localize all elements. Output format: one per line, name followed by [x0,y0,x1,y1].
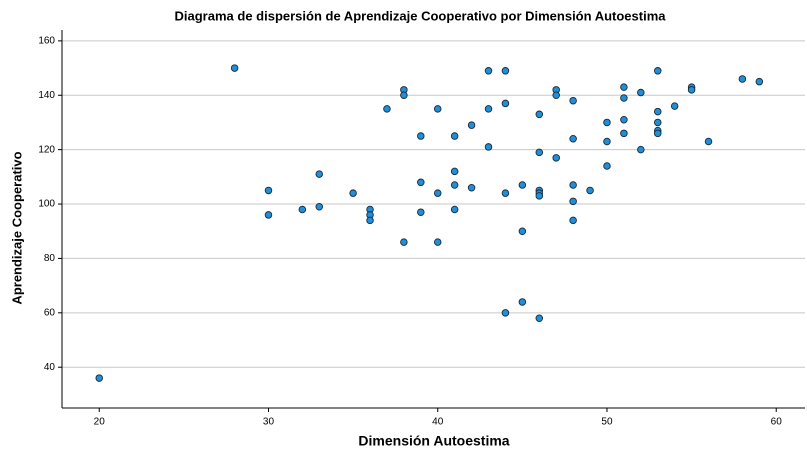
x-tick-label: 50 [601,417,613,428]
point [552,91,560,100]
point [603,137,611,146]
y-tick-label: 140 [38,90,55,101]
point [654,67,662,75]
point [569,181,577,189]
y-tick-label: 60 [44,307,56,318]
point [315,170,324,178]
point [501,189,510,197]
point [535,148,544,157]
point [349,189,357,197]
y-tick-label: 80 [44,253,56,264]
point [518,298,527,306]
point [433,238,442,246]
point [603,162,611,170]
point [298,205,307,214]
point [484,105,493,113]
point [264,211,273,219]
point [501,309,510,317]
point [400,238,408,246]
point [637,145,645,154]
point [535,192,544,200]
chart-title: Diagrama de dispersión de Aprendizaje Co… [175,8,667,23]
point [670,102,679,110]
x-tick-label: 30 [263,417,275,428]
x-tick-label: 60 [771,417,783,428]
point [603,118,611,127]
point [518,227,527,235]
point [484,67,493,75]
point [433,189,442,197]
point [552,154,560,162]
point [518,181,527,189]
point [569,216,577,225]
point [687,86,696,94]
point [400,91,408,100]
point [264,186,273,195]
point [315,203,324,211]
point [755,77,764,86]
point [417,208,425,216]
point [535,314,544,323]
point [738,75,747,83]
point [501,67,510,75]
point [620,129,628,138]
point [450,181,459,189]
point [383,105,391,113]
point [366,216,374,225]
point [450,205,459,214]
y-tick-label: 120 [38,144,55,155]
point [569,135,577,143]
y-tick-label: 160 [38,36,55,47]
point [654,118,662,127]
point [637,88,645,97]
point [433,105,442,113]
point [501,99,510,108]
point [654,107,662,116]
point [484,143,493,151]
point [450,167,459,176]
y-axis-label: Aprendizaje Cooperativo [9,151,24,304]
point [569,197,577,206]
point [417,178,425,187]
point [535,110,544,119]
point [620,83,628,91]
y-tick-label: 40 [44,362,56,373]
point [467,183,476,192]
point [467,121,476,129]
point [450,132,459,140]
point [704,137,713,146]
point [620,115,628,124]
point [417,132,425,140]
point [654,129,662,138]
x-tick-label: 40 [432,417,444,428]
point [620,94,628,102]
x-tick-label: 20 [94,417,106,428]
x-axis-label: Dimensión Autoestima [358,433,509,449]
point [586,186,594,195]
point [230,64,239,72]
point [569,96,577,105]
point [95,374,103,382]
y-tick-label: 100 [38,199,55,210]
